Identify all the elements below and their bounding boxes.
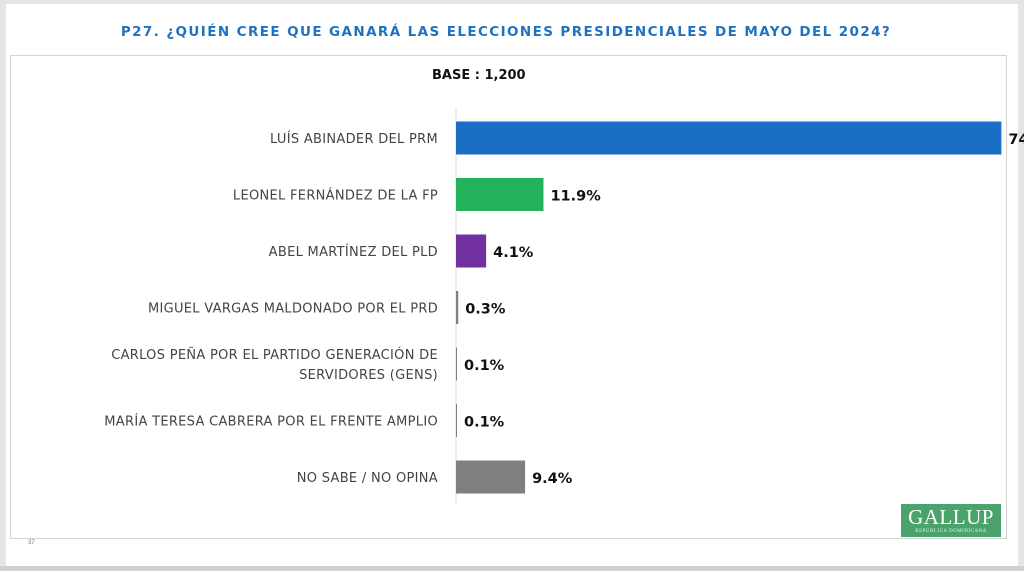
base-label: BASE : 1,200 xyxy=(432,68,526,83)
bar-3 xyxy=(456,291,459,324)
bar-6 xyxy=(456,460,526,494)
logo-name: GALLUP xyxy=(908,505,994,529)
category-label-4-0: CARLOS PEÑA POR EL PARTIDO GENERACIÓN DE xyxy=(111,347,438,363)
value-label-1: 11.9% xyxy=(550,189,601,205)
bar-5 xyxy=(456,404,457,437)
value-label-3: 0.3% xyxy=(465,302,506,318)
value-label-0: 74.2% xyxy=(1008,132,1024,148)
value-label-4: 0.1% xyxy=(464,358,505,374)
category-label-3: MIGUEL VARGAS MALDONADO POR EL PRD xyxy=(148,302,438,317)
gallup-logo: GALLUP REPÚBLICA DOMINICANA xyxy=(901,504,1001,537)
page-number: 37 xyxy=(28,540,35,546)
category-label-6: NO SABE / NO OPINA xyxy=(297,471,438,486)
category-label-4-1: SERVIDORES (GENS) xyxy=(299,368,438,383)
logo-subtitle: REPÚBLICA DOMINICANA xyxy=(915,529,987,534)
chart-title: P27. ¿QUIÉN CREE QUE GANARÁ LAS ELECCION… xyxy=(120,24,892,40)
value-label-6: 9.4% xyxy=(532,471,573,487)
category-label-1: LEONEL FERNÁNDEZ DE LA FP xyxy=(233,188,438,204)
category-label-0: LUÍS ABINADER DEL PRM xyxy=(270,131,438,147)
page-shadow xyxy=(0,566,1024,571)
category-label-5: MARÍA TERESA CABRERA POR EL FRENTE AMPLI… xyxy=(104,414,438,430)
value-label-2: 4.1% xyxy=(493,245,534,261)
bar-2 xyxy=(456,234,487,268)
bar-1 xyxy=(456,178,544,211)
bar-4 xyxy=(456,347,457,381)
value-label-5: 0.1% xyxy=(464,415,505,431)
category-label-2: ABEL MARTÍNEZ DEL PLD xyxy=(269,244,438,260)
bar-0 xyxy=(456,121,1002,155)
